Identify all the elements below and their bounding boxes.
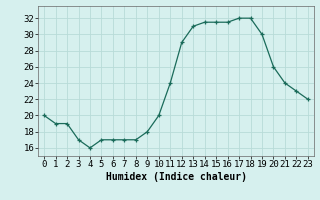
X-axis label: Humidex (Indice chaleur): Humidex (Indice chaleur) — [106, 172, 246, 182]
